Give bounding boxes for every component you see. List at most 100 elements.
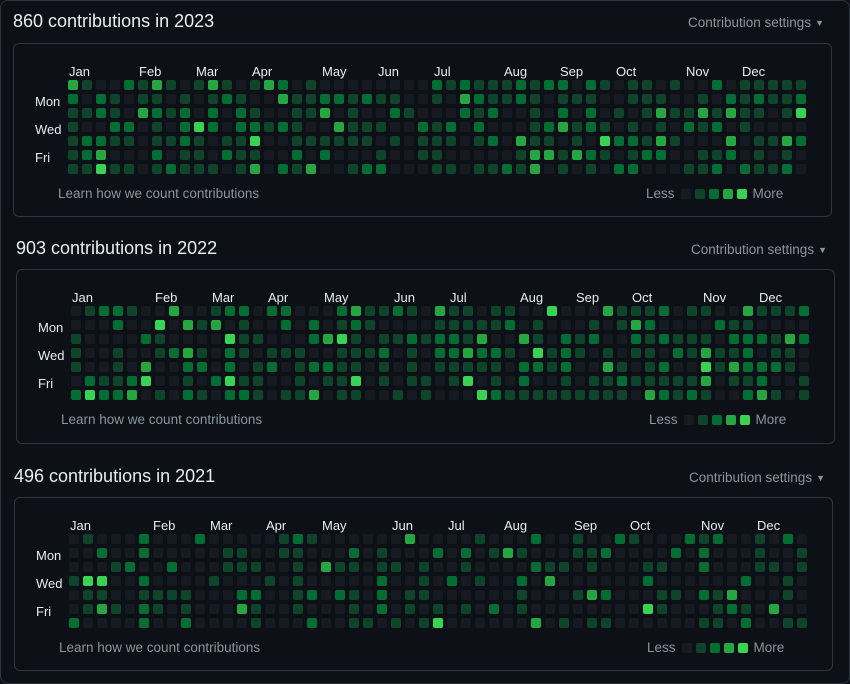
- contribution-cell[interactable]: [642, 94, 652, 104]
- contribution-cell[interactable]: [85, 306, 95, 316]
- contribution-cell[interactable]: [771, 348, 781, 358]
- contribution-cell[interactable]: [265, 562, 275, 572]
- contribution-cell[interactable]: [685, 590, 695, 600]
- contribution-cell[interactable]: [141, 320, 151, 330]
- contribution-cell[interactable]: [782, 164, 792, 174]
- contribution-cell[interactable]: [783, 590, 793, 600]
- contribution-cell[interactable]: [614, 164, 624, 174]
- contribution-cell[interactable]: [349, 604, 359, 614]
- contribution-settings-button[interactable]: Contribution settings ▼: [691, 242, 827, 257]
- contribution-cell[interactable]: [754, 136, 764, 146]
- contribution-cell[interactable]: [335, 590, 345, 600]
- contribution-cell[interactable]: [139, 576, 149, 586]
- contribution-cell[interactable]: [712, 136, 722, 146]
- contribution-cell[interactable]: [223, 618, 233, 628]
- contribution-cell[interactable]: [670, 94, 680, 104]
- contribution-cell[interactable]: [477, 334, 487, 344]
- contribution-cell[interactable]: [530, 94, 540, 104]
- contribution-cell[interactable]: [449, 362, 459, 372]
- contribution-cell[interactable]: [435, 334, 445, 344]
- contribution-cell[interactable]: [323, 348, 333, 358]
- contribution-cell[interactable]: [169, 306, 179, 316]
- contribution-cell[interactable]: [85, 320, 95, 330]
- contribution-cell[interactable]: [321, 576, 331, 586]
- contribution-cell[interactable]: [82, 164, 92, 174]
- contribution-cell[interactable]: [362, 94, 372, 104]
- contribution-cell[interactable]: [407, 348, 417, 358]
- contribution-cell[interactable]: [195, 618, 205, 628]
- contribution-cell[interactable]: [237, 618, 247, 628]
- contribution-cell[interactable]: [684, 80, 694, 90]
- contribution-cell[interactable]: [449, 320, 459, 330]
- contribution-cell[interactable]: [197, 320, 207, 330]
- contribution-cell[interactable]: [208, 164, 218, 174]
- contribution-cell[interactable]: [726, 136, 736, 146]
- contribution-cell[interactable]: [754, 122, 764, 132]
- contribution-cell[interactable]: [211, 362, 221, 372]
- contribution-cell[interactable]: [362, 80, 372, 90]
- contribution-cell[interactable]: [586, 108, 596, 118]
- contribution-cell[interactable]: [645, 334, 655, 344]
- contribution-cell[interactable]: [335, 548, 345, 558]
- contribution-cell[interactable]: [631, 376, 641, 386]
- contribution-cell[interactable]: [670, 80, 680, 90]
- contribution-cell[interactable]: [516, 164, 526, 174]
- contribution-cell[interactable]: [307, 562, 317, 572]
- contribution-cell[interactable]: [757, 334, 767, 344]
- contribution-cell[interactable]: [239, 390, 249, 400]
- contribution-cell[interactable]: [547, 320, 557, 330]
- contribution-cell[interactable]: [222, 108, 232, 118]
- contribution-cell[interactable]: [516, 136, 526, 146]
- contribution-cell[interactable]: [152, 108, 162, 118]
- contribution-cell[interactable]: [349, 562, 359, 572]
- contribution-cell[interactable]: [407, 334, 417, 344]
- contribution-cell[interactable]: [418, 136, 428, 146]
- contribution-cell[interactable]: [307, 548, 317, 558]
- contribution-cell[interactable]: [531, 548, 541, 558]
- contribution-cell[interactable]: [712, 122, 722, 132]
- contribution-cell[interactable]: [194, 150, 204, 160]
- contribution-cell[interactable]: [96, 136, 106, 146]
- contribution-cell[interactable]: [195, 576, 205, 586]
- contribution-cell[interactable]: [799, 306, 809, 316]
- contribution-cell[interactable]: [783, 576, 793, 586]
- contribution-cell[interactable]: [785, 390, 795, 400]
- contribution-cell[interactable]: [418, 108, 428, 118]
- contribution-cell[interactable]: [671, 590, 681, 600]
- contribution-cell[interactable]: [97, 548, 107, 558]
- contribution-cell[interactable]: [699, 618, 709, 628]
- contribution-cell[interactable]: [295, 348, 305, 358]
- contribution-cell[interactable]: [603, 390, 613, 400]
- contribution-cell[interactable]: [477, 376, 487, 386]
- contribution-cell[interactable]: [673, 362, 683, 372]
- contribution-cell[interactable]: [335, 534, 345, 544]
- contribution-cell[interactable]: [307, 576, 317, 586]
- contribution-cell[interactable]: [631, 306, 641, 316]
- contribution-cell[interactable]: [601, 562, 611, 572]
- contribution-cell[interactable]: [670, 136, 680, 146]
- contribution-cell[interactable]: [152, 136, 162, 146]
- contribution-cell[interactable]: [96, 122, 106, 132]
- contribution-cell[interactable]: [236, 164, 246, 174]
- contribution-cell[interactable]: [671, 548, 681, 558]
- contribution-cell[interactable]: [267, 362, 277, 372]
- contribution-cell[interactable]: [404, 136, 414, 146]
- contribution-cell[interactable]: [334, 94, 344, 104]
- contribution-cell[interactable]: [155, 376, 165, 386]
- contribution-cell[interactable]: [488, 136, 498, 146]
- contribution-cell[interactable]: [519, 334, 529, 344]
- contribution-cell[interactable]: [489, 576, 499, 586]
- contribution-cell[interactable]: [435, 390, 445, 400]
- contribution-cell[interactable]: [391, 562, 401, 572]
- contribution-cell[interactable]: [463, 334, 473, 344]
- contribution-cell[interactable]: [433, 562, 443, 572]
- contribution-cell[interactable]: [68, 94, 78, 104]
- contribution-cell[interactable]: [685, 534, 695, 544]
- contribution-cell[interactable]: [491, 320, 501, 330]
- contribution-cell[interactable]: [741, 576, 751, 586]
- contribution-cell[interactable]: [141, 306, 151, 316]
- contribution-cell[interactable]: [460, 94, 470, 104]
- contribution-cell[interactable]: [391, 576, 401, 586]
- contribution-cell[interactable]: [533, 376, 543, 386]
- contribution-cell[interactable]: [348, 150, 358, 160]
